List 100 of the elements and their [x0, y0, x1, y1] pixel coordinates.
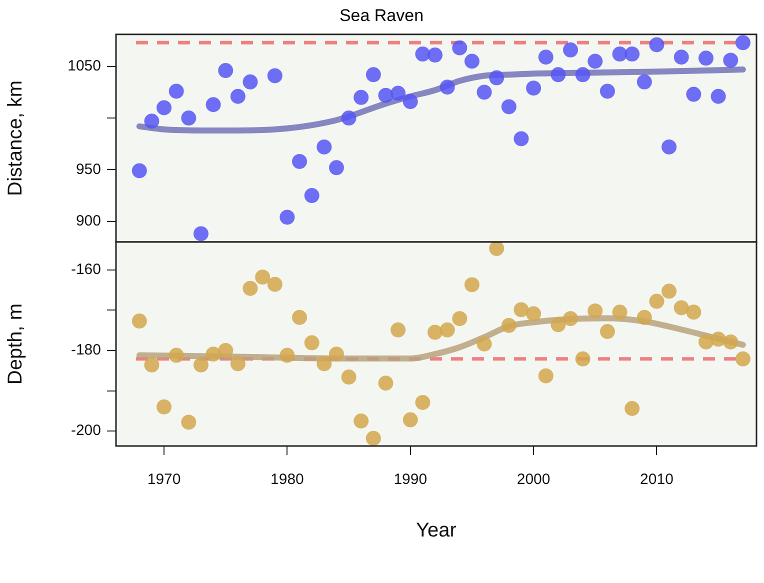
point — [132, 163, 147, 178]
x-tick-label: 1990 — [394, 471, 428, 488]
point — [280, 348, 295, 363]
point — [476, 84, 492, 100]
y-tick-label: 1050 — [68, 58, 101, 75]
point — [242, 280, 258, 296]
point — [514, 131, 529, 146]
point — [538, 50, 554, 65]
x-tick-label: 1980 — [270, 471, 304, 488]
point — [193, 226, 208, 242]
point — [538, 368, 554, 384]
point — [440, 322, 455, 338]
x-tick-label: 2000 — [516, 471, 550, 488]
point — [181, 414, 196, 430]
point — [723, 334, 738, 350]
point — [649, 294, 664, 309]
y-tick-label: 950 — [76, 160, 101, 178]
point — [600, 324, 615, 339]
point — [674, 50, 689, 65]
point — [452, 40, 468, 56]
point — [526, 306, 542, 322]
point — [341, 370, 356, 385]
point — [292, 154, 308, 169]
point — [464, 277, 480, 292]
y-axis-title: Depth, m — [4, 303, 27, 385]
x-axis-title: Year — [416, 520, 457, 542]
point — [390, 86, 406, 101]
point — [575, 67, 590, 82]
point — [341, 110, 356, 126]
point — [193, 357, 208, 372]
point — [710, 88, 726, 104]
point — [292, 310, 308, 325]
point — [132, 314, 147, 329]
point — [440, 80, 455, 95]
point — [255, 270, 270, 285]
point — [206, 97, 221, 112]
point — [156, 399, 172, 414]
point — [230, 356, 246, 372]
point — [378, 88, 394, 103]
point — [735, 35, 750, 50]
point — [452, 311, 468, 326]
point — [563, 42, 578, 58]
point — [686, 86, 702, 102]
point — [588, 54, 603, 69]
x-tick-label: 1970 — [147, 471, 181, 488]
x-tick-label: 2010 — [640, 471, 674, 488]
y-tick-label: -180 — [70, 342, 101, 359]
point — [378, 376, 394, 391]
y-tick-label: 900 — [76, 212, 101, 230]
point — [612, 304, 628, 320]
point — [476, 336, 492, 352]
point — [402, 412, 418, 428]
point — [624, 401, 640, 416]
point — [636, 310, 652, 325]
y-tick-label: -160 — [70, 260, 101, 278]
point — [514, 302, 529, 318]
point — [206, 346, 221, 362]
point — [218, 63, 234, 78]
point — [428, 324, 443, 340]
point — [563, 311, 578, 326]
point — [242, 74, 258, 90]
point — [366, 430, 381, 446]
point — [698, 334, 714, 350]
point — [674, 300, 689, 316]
point — [464, 54, 480, 69]
point — [354, 90, 369, 105]
point — [550, 317, 566, 332]
point — [230, 88, 246, 104]
point — [600, 84, 615, 99]
point — [144, 114, 160, 129]
point — [218, 342, 234, 358]
point — [304, 335, 320, 350]
point — [415, 46, 430, 62]
point — [489, 242, 504, 256]
y-tick-label: -200 — [70, 422, 101, 440]
point — [402, 94, 418, 110]
point — [304, 188, 320, 204]
point — [662, 139, 677, 154]
point — [280, 210, 295, 225]
point — [686, 304, 702, 320]
point — [366, 67, 381, 82]
point — [698, 50, 714, 66]
point — [354, 414, 369, 429]
point — [316, 356, 332, 372]
point — [267, 276, 282, 292]
point — [156, 100, 172, 116]
point — [649, 37, 664, 52]
point — [588, 303, 603, 318]
point — [662, 284, 677, 299]
point — [612, 46, 628, 62]
point — [636, 74, 652, 90]
point — [550, 67, 566, 82]
point — [328, 160, 344, 176]
point — [390, 322, 406, 338]
point — [168, 348, 184, 363]
point — [526, 80, 542, 96]
chart-title: Sea Raven — [339, 6, 424, 25]
point — [267, 68, 282, 84]
point — [501, 318, 516, 333]
point — [575, 351, 590, 366]
